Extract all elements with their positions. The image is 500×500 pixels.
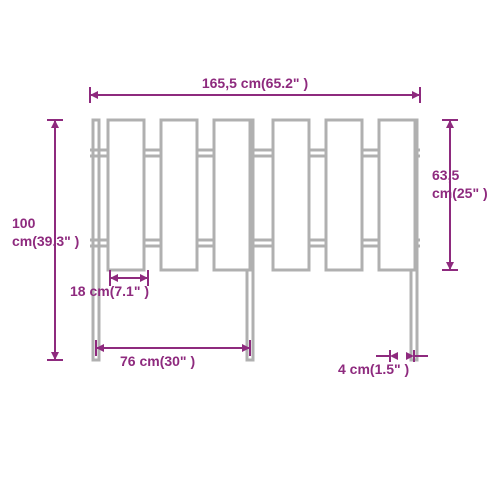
headboard-outline bbox=[90, 120, 420, 360]
svg-text:63,5: 63,5 bbox=[432, 167, 459, 183]
dim-slat-width: 18 cm(7.1" ) bbox=[70, 283, 149, 299]
dim-top-width: 165,5 cm(65.2" ) bbox=[202, 75, 308, 91]
dim-right-height: cm(25" ) bbox=[432, 185, 488, 201]
dim-leg-spacing: 76 cm(30" ) bbox=[120, 353, 195, 369]
svg-text:100: 100 bbox=[12, 215, 36, 231]
dim-left-height: cm(39.3" ) bbox=[12, 233, 79, 249]
dim-leg-thickness: 4 cm(1.5" ) bbox=[338, 361, 409, 377]
